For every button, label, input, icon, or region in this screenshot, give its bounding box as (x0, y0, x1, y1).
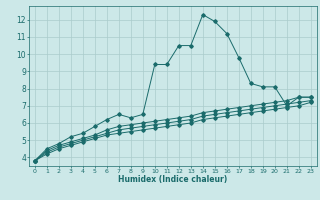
X-axis label: Humidex (Indice chaleur): Humidex (Indice chaleur) (118, 175, 228, 184)
